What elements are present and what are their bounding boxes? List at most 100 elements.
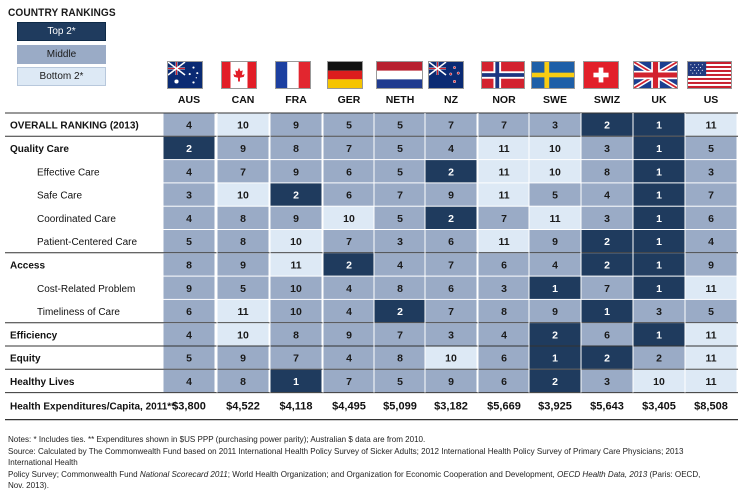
rank-value: 2 xyxy=(604,259,610,271)
rank-cell xyxy=(217,183,269,206)
expenditure-value: $3,800 xyxy=(172,401,206,413)
rank-value: 5 xyxy=(186,236,192,248)
rank-cell xyxy=(217,299,269,323)
rank-cell xyxy=(163,183,215,206)
rank-value: 10 xyxy=(549,166,561,178)
row-label: Equity xyxy=(10,354,41,365)
rank-value: 1 xyxy=(604,306,610,318)
rank-value: 2 xyxy=(604,120,610,132)
rank-cell xyxy=(478,253,530,276)
rank-cell xyxy=(425,276,477,299)
rank-cell xyxy=(374,183,426,206)
column-header: UK xyxy=(651,94,667,106)
rank-cell xyxy=(374,253,426,276)
row-label: OVERALL RANKING (2013) xyxy=(10,121,139,132)
row-label: Timeliness of Care xyxy=(37,307,120,318)
rank-cell xyxy=(163,253,215,276)
rank-value: 3 xyxy=(656,306,662,318)
row-label: Safe Care xyxy=(37,191,82,202)
rank-cell xyxy=(581,183,633,206)
rank-cell xyxy=(581,113,633,136)
rank-value: 8 xyxy=(397,353,403,365)
rank-value: 1 xyxy=(656,236,662,248)
rank-value: 8 xyxy=(501,306,507,318)
rank-value: 8 xyxy=(240,213,246,225)
rank-value: 11 xyxy=(498,190,509,202)
rank-cell xyxy=(374,113,426,136)
column-header: GER xyxy=(338,94,361,106)
rank-cell xyxy=(529,369,581,393)
rank-value: 9 xyxy=(346,329,352,341)
rank-cell xyxy=(685,206,737,229)
rank-value: 3 xyxy=(501,283,507,295)
rank-value: 6 xyxy=(448,236,454,248)
rank-value: 4 xyxy=(708,236,714,248)
rank-cell xyxy=(217,230,269,253)
rank-cell xyxy=(163,369,215,393)
norway-flag xyxy=(481,61,525,89)
rank-value: 10 xyxy=(237,190,249,202)
rank-value: 7 xyxy=(346,236,352,248)
rank-cell xyxy=(478,230,530,253)
rank-cell xyxy=(633,253,685,276)
rank-cell xyxy=(425,230,477,253)
rank-cell xyxy=(425,160,477,183)
rank-cell xyxy=(374,206,426,229)
rank-cell xyxy=(478,346,530,369)
rank-value: 10 xyxy=(343,213,355,225)
rank-cell xyxy=(478,136,530,160)
rank-value: 1 xyxy=(552,353,558,365)
rank-cell xyxy=(323,113,375,136)
rank-value: 6 xyxy=(604,329,610,341)
rank-value: 8 xyxy=(293,143,299,155)
rank-cell xyxy=(581,346,633,369)
rank-cell xyxy=(163,136,215,160)
rank-cell xyxy=(685,369,737,393)
rank-value: 5 xyxy=(397,213,403,225)
rank-cell xyxy=(270,113,322,136)
switzerland-flag xyxy=(583,61,619,89)
legend-bottom-box: Bottom 2* xyxy=(17,67,106,86)
rank-cell xyxy=(633,206,685,229)
rank-cell xyxy=(581,276,633,299)
rank-value: 5 xyxy=(397,120,403,132)
row-label: Cost-Related Problem xyxy=(37,284,135,295)
rank-value: 8 xyxy=(604,166,610,178)
rank-value: 3 xyxy=(552,120,558,132)
rank-cell xyxy=(425,183,477,206)
column-header: SWIZ xyxy=(594,94,621,106)
rank-cell xyxy=(425,113,477,136)
legend-title: COUNTRY RANKINGS xyxy=(8,7,116,19)
rank-cell xyxy=(685,183,737,206)
row-label: Patient-Centered Care xyxy=(37,237,137,248)
rank-value: 2 xyxy=(346,259,352,271)
rank-value: 5 xyxy=(708,306,714,318)
rank-cell xyxy=(270,183,322,206)
rank-value: 11 xyxy=(705,329,716,341)
rank-cell xyxy=(163,346,215,369)
rank-cell xyxy=(323,276,375,299)
column-header: US xyxy=(704,94,719,106)
rank-cell xyxy=(581,299,633,323)
rank-cell xyxy=(323,346,375,369)
rank-cell xyxy=(529,160,581,183)
rank-value: 2 xyxy=(448,166,454,178)
rank-value: 4 xyxy=(346,283,352,295)
rank-cell xyxy=(685,160,737,183)
rank-value: 4 xyxy=(604,190,610,202)
rank-value: 7 xyxy=(346,143,352,155)
rank-value: 7 xyxy=(448,306,454,318)
rank-cell xyxy=(270,230,322,253)
rank-cell xyxy=(478,183,530,206)
rank-cell xyxy=(425,253,477,276)
rank-cell xyxy=(633,323,685,346)
netherlands-flag xyxy=(376,61,423,89)
notes-line-3: Policy Survey; Commonwealth Fund Nationa… xyxy=(8,468,701,491)
rank-cell xyxy=(163,323,215,346)
rank-value: 10 xyxy=(290,236,302,248)
expenditure-value: $5,643 xyxy=(590,401,624,413)
rank-value: 10 xyxy=(290,306,302,318)
rank-cell xyxy=(685,136,737,160)
rank-value: 7 xyxy=(501,213,507,225)
rank-cell xyxy=(374,369,426,393)
